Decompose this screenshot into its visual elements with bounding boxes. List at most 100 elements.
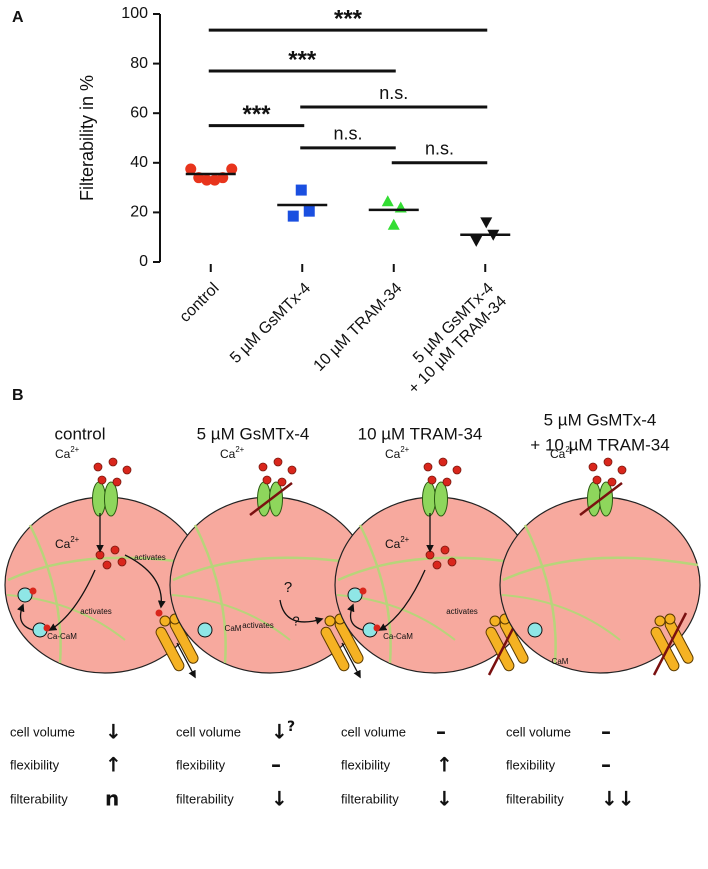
diagram-note: activates — [80, 607, 112, 616]
effect: ↑ — [436, 753, 453, 777]
significance-label: *** — [242, 101, 271, 128]
arrow — [124, 554, 166, 609]
arrow — [176, 642, 196, 679]
ion-symbol: Ca — [55, 537, 71, 551]
row-label: flexibility — [506, 757, 556, 772]
k-channel — [155, 626, 185, 672]
calcium-ion — [423, 462, 433, 472]
effect: ↓ — [105, 720, 122, 744]
diagram-note: Ca-CaM — [383, 632, 413, 641]
k-channel-head — [489, 615, 501, 627]
ion-charge: 2+ — [400, 445, 409, 454]
calcium-ion — [373, 624, 381, 632]
ion-symbol: Ca — [385, 447, 401, 461]
calcium-ion — [452, 465, 462, 475]
y-tick-label: 20 — [130, 204, 148, 221]
diagram-note: activates — [446, 607, 478, 616]
calcium-ion — [603, 457, 613, 467]
effect: n — [105, 787, 119, 811]
calcium-ion — [108, 457, 118, 467]
row-label: cell volume — [10, 724, 75, 739]
effect: – — [271, 753, 281, 777]
calcium-ion — [155, 609, 163, 617]
arrow — [341, 642, 361, 679]
calcium-ion — [438, 457, 448, 467]
data-point — [303, 205, 315, 217]
y-tick-label: 60 — [130, 104, 148, 121]
k-channel-head — [654, 615, 666, 627]
channel — [434, 481, 448, 517]
row-label: filterability — [506, 791, 564, 806]
k-channel — [320, 626, 350, 672]
k-channel-head — [159, 615, 171, 627]
calcium-ion — [112, 477, 122, 487]
calcium-ion — [427, 475, 437, 485]
diagram-note: Ca-CaM — [47, 632, 77, 641]
y-tick-label: 0 — [139, 253, 148, 270]
calcium-ion — [122, 465, 132, 475]
ion-label: Ca2+ — [55, 445, 80, 461]
arrow — [347, 603, 364, 631]
channel — [104, 481, 118, 517]
calcium-ion — [262, 475, 272, 485]
calmodulin — [197, 622, 213, 638]
effect: ↑ — [105, 753, 122, 777]
data-point — [226, 163, 238, 175]
y-tick-label: 100 — [121, 5, 148, 22]
channel — [422, 481, 436, 517]
x-tick-label: 10 µM TRAM-34 — [311, 280, 406, 375]
block — [579, 482, 623, 516]
calcium-ion — [95, 550, 105, 560]
calcium-ion — [592, 475, 602, 485]
arrow — [17, 603, 34, 631]
block — [652, 612, 688, 676]
calcium-ion — [607, 477, 617, 487]
diagram-note: ? — [284, 579, 292, 596]
channel — [257, 481, 271, 517]
panel-label: A — [12, 9, 24, 26]
cytoskeleton — [171, 594, 291, 641]
diagram-note: ? — [292, 613, 299, 628]
calcium-ion — [29, 587, 37, 595]
effect: ? — [287, 719, 295, 735]
column-title: 5 µM GsMTx-4 — [544, 410, 657, 429]
block — [249, 482, 293, 516]
calcium-ion — [273, 457, 283, 467]
calcium-ion — [258, 462, 268, 472]
calcium-ion — [102, 560, 112, 570]
k-channel-head — [324, 615, 336, 627]
channel — [92, 481, 106, 517]
data-point — [387, 218, 400, 230]
diagram-note: activates — [134, 553, 166, 562]
calcium-ion — [110, 545, 120, 555]
y-axis-label: Filterability in % — [77, 75, 97, 201]
ion-label: Ca2+ — [385, 535, 410, 551]
ion-symbol: Ca — [550, 447, 566, 461]
diagram-note: CaM — [552, 657, 569, 666]
row-label: filterability — [10, 791, 68, 806]
row-label: cell volume — [341, 724, 406, 739]
calmodulin — [527, 622, 543, 638]
channel — [587, 481, 601, 517]
calcium-ion — [617, 465, 627, 475]
row-label: cell volume — [506, 724, 571, 739]
row-label: flexibility — [176, 757, 226, 772]
ion-symbol: Ca — [55, 447, 71, 461]
calcium-ion — [93, 462, 103, 472]
row-label: filterability — [176, 791, 234, 806]
arrow — [48, 569, 96, 631]
significance-label: *** — [288, 46, 317, 73]
ion-symbol: Ca — [220, 447, 236, 461]
significance-label: *** — [334, 5, 363, 32]
row-label: filterability — [341, 791, 399, 806]
row-label: flexibility — [341, 757, 391, 772]
diagram-note: activates — [242, 621, 274, 630]
x-tick-label: control — [177, 280, 223, 326]
effect: ↓ — [271, 720, 288, 744]
calcium-ion — [447, 557, 457, 567]
column-title: control — [54, 424, 105, 443]
calmodulin — [17, 587, 33, 603]
cytoskeleton — [502, 556, 699, 582]
ion-charge: 2+ — [70, 445, 79, 454]
